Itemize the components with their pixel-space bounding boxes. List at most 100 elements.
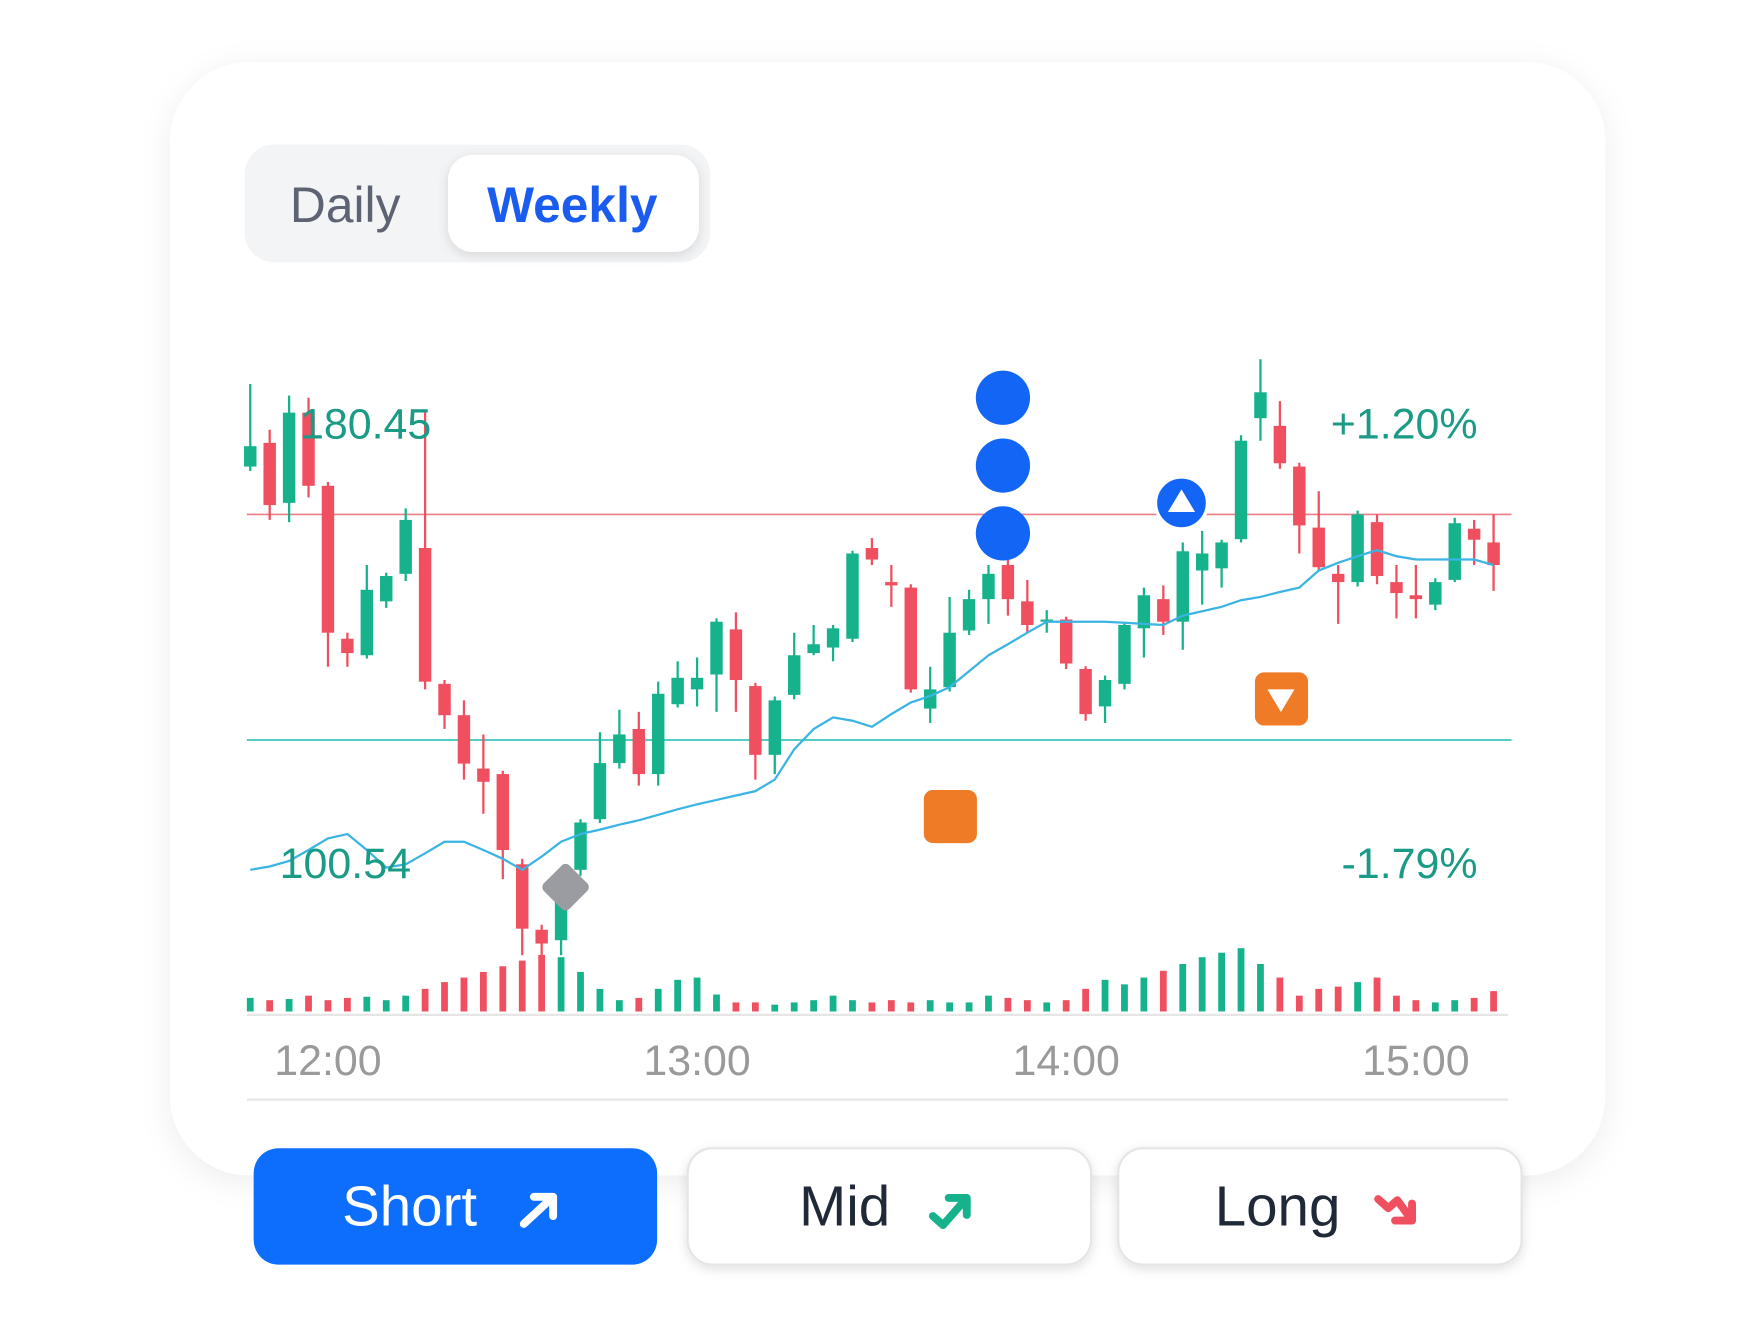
volume-bar (1101, 979, 1109, 1012)
volume-bar (1412, 1000, 1420, 1012)
candle-body (1157, 599, 1170, 622)
volume-bar (829, 995, 837, 1012)
button-label[interactable]: Long (1215, 1174, 1341, 1237)
candle-body (846, 553, 859, 639)
signal-dot (975, 370, 1031, 425)
volume-bar (732, 1002, 740, 1012)
candle-body (593, 763, 607, 820)
volume-bar (596, 988, 604, 1012)
tab-active (448, 154, 699, 253)
event-signal (923, 789, 977, 844)
candle-body (1487, 542, 1500, 566)
volume-bar (946, 1002, 954, 1012)
volume-bar (1451, 1000, 1459, 1012)
candle-body (321, 485, 335, 633)
volume-bar (674, 979, 682, 1012)
candle-body (710, 621, 723, 675)
candle-body (768, 700, 781, 755)
volume-bar (441, 982, 448, 1012)
tab[interactable]: Daily (290, 177, 401, 233)
arrow-icon (519, 1192, 558, 1228)
candle-body (1312, 527, 1325, 568)
volume-bar (1198, 957, 1206, 1012)
candle-body (535, 929, 548, 944)
arrow-icon (928, 1193, 971, 1230)
neutral-signal (542, 863, 589, 911)
x-tick-label: 13:00 (643, 1037, 750, 1085)
volume-bar (1237, 948, 1245, 1012)
volume-bar (868, 1002, 876, 1012)
sell-icon (1267, 689, 1295, 712)
candle-body (943, 632, 956, 688)
arrow-icon (1374, 1195, 1416, 1225)
candle-body (1098, 680, 1112, 707)
volume-bar (713, 994, 720, 1012)
volume-bar (985, 995, 992, 1012)
volume-bar (538, 954, 546, 1012)
volume-bar (926, 1000, 934, 1012)
candle-body (457, 715, 471, 764)
volume-bar (1062, 1000, 1070, 1012)
volume-bar (577, 971, 584, 1012)
candle-body (613, 734, 626, 764)
volume-bar (1470, 997, 1478, 1012)
low-label: 100.54 (280, 840, 411, 888)
tab[interactable]: Weekly (487, 177, 658, 233)
volume-bar (1023, 1000, 1031, 1012)
candle-body (1429, 582, 1442, 605)
volume-bar (499, 966, 507, 1012)
candle-body (787, 655, 801, 695)
candle-body (807, 644, 820, 654)
button-label[interactable]: Short (342, 1174, 477, 1237)
candle-body (690, 677, 704, 690)
candle-body (263, 442, 276, 506)
volume-bar (1295, 995, 1303, 1012)
volume-bar (246, 997, 254, 1012)
volume-bar (266, 1000, 274, 1012)
volume-bar (518, 960, 526, 1012)
candle-body (1273, 425, 1287, 464)
volume-bar (615, 1000, 623, 1012)
button-active[interactable] (253, 1148, 658, 1265)
signal-dot (975, 438, 1031, 493)
volume-bar (382, 1000, 390, 1012)
volume-bar (1140, 977, 1148, 1012)
card (170, 62, 1606, 1176)
volume-bar (965, 1002, 973, 1012)
candle-body (826, 628, 840, 648)
volume-bar (1082, 988, 1090, 1012)
candle-body (1448, 523, 1461, 580)
signals (542, 370, 1309, 911)
candle-body (749, 686, 762, 755)
button[interactable] (686, 1147, 1093, 1266)
candle-body (360, 589, 374, 656)
candle-body (865, 547, 879, 560)
x-tick-label: 14:00 (1012, 1037, 1119, 1085)
candle-body (1409, 595, 1423, 600)
volume-bar (849, 1000, 856, 1012)
candle-body (1215, 542, 1228, 569)
candle-body (1137, 595, 1151, 629)
volume-bar (324, 1000, 332, 1012)
volume-bar (907, 1002, 915, 1012)
volume-bar (1334, 986, 1342, 1012)
candle-body (652, 693, 665, 775)
volume-bar (1393, 995, 1400, 1012)
moving-average (250, 548, 1494, 872)
volume-bar (557, 957, 565, 1012)
volume-bar (1490, 991, 1497, 1012)
volume-bar (402, 995, 410, 1012)
candle-body (632, 728, 646, 775)
candle-body (1234, 440, 1248, 540)
button[interactable] (1117, 1147, 1523, 1266)
candle-body (1176, 551, 1189, 622)
volume-bar (1276, 977, 1284, 1012)
candle-body (1118, 624, 1131, 684)
candle-body (1351, 514, 1364, 583)
volume-bar (1121, 984, 1128, 1012)
candle-body (671, 677, 684, 705)
change-down: -1.79% (1342, 840, 1478, 888)
button-label[interactable]: Mid (799, 1174, 890, 1237)
volume-bar (654, 988, 662, 1012)
